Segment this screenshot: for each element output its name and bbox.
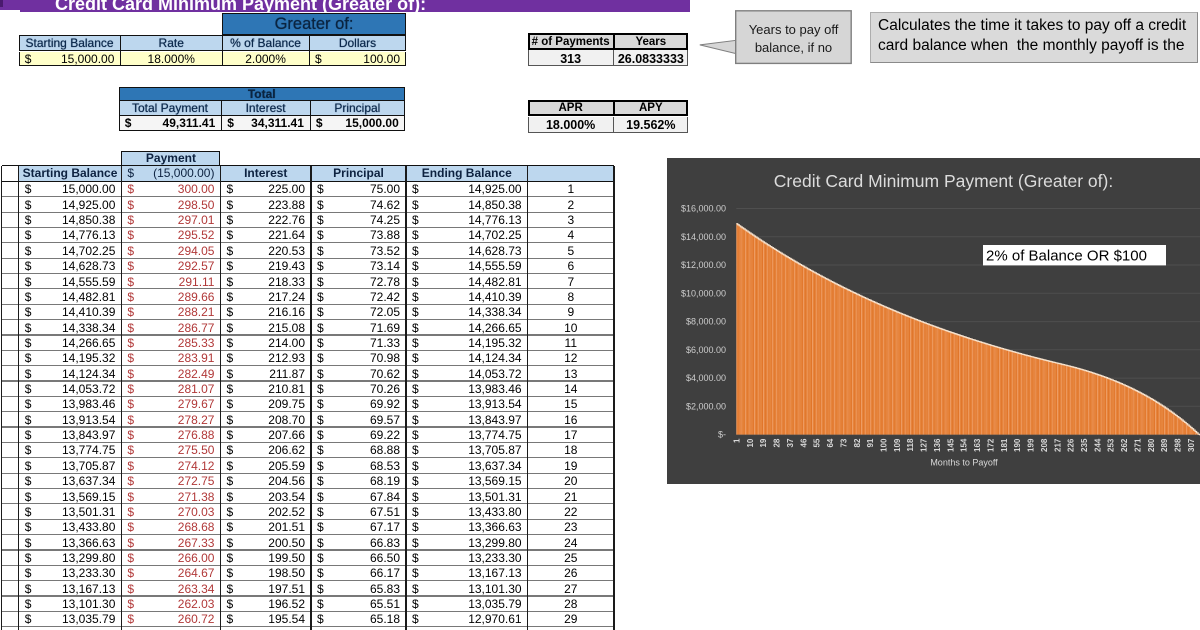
svg-text:136: 136: [933, 438, 942, 452]
svg-text:199: 199: [1027, 438, 1036, 452]
svg-text:307: 307: [1187, 438, 1196, 452]
svg-text:$2,000.00: $2,000.00: [686, 401, 726, 411]
svg-text:$10,000.00: $10,000.00: [681, 288, 726, 298]
svg-text:262: 262: [1120, 438, 1129, 452]
svg-text:109: 109: [893, 438, 902, 452]
svg-text:$12,000.00: $12,000.00: [681, 260, 726, 270]
svg-text:73: 73: [839, 438, 848, 447]
svg-text:298: 298: [1174, 438, 1183, 452]
svg-text:145: 145: [946, 438, 955, 452]
svg-text:Months to Payoff: Months to Payoff: [930, 458, 998, 468]
svg-text:$16,000.00: $16,000.00: [681, 204, 726, 214]
svg-text:46: 46: [799, 438, 808, 447]
svg-text:2% of Balance OR $100: 2% of Balance OR $100: [986, 248, 1147, 265]
svg-text:280: 280: [1147, 438, 1156, 452]
svg-text:244: 244: [1093, 438, 1102, 452]
svg-text:Credit Card Minimum Payment (G: Credit Card Minimum Payment (Greater of)…: [774, 171, 1113, 191]
svg-text:$14,000.00: $14,000.00: [681, 232, 726, 242]
svg-text:28: 28: [773, 438, 782, 447]
svg-text:91: 91: [866, 438, 875, 447]
svg-text:64: 64: [826, 438, 835, 447]
svg-text:$6,000.00: $6,000.00: [686, 345, 726, 355]
svg-text:208: 208: [1040, 438, 1049, 452]
svg-text:82: 82: [853, 438, 862, 447]
svg-text:154: 154: [960, 438, 969, 452]
svg-text:181: 181: [1000, 438, 1009, 452]
svg-text:100: 100: [880, 438, 889, 452]
svg-text:127: 127: [920, 438, 929, 452]
svg-text:271: 271: [1134, 438, 1143, 452]
svg-text:289: 289: [1160, 438, 1169, 452]
svg-text:226: 226: [1067, 438, 1076, 452]
svg-text:$8,000.00: $8,000.00: [686, 317, 726, 327]
svg-text:55: 55: [813, 438, 822, 447]
svg-text:$-: $-: [718, 430, 726, 440]
svg-text:10: 10: [746, 438, 755, 447]
svg-text:1: 1: [733, 438, 742, 443]
svg-text:37: 37: [786, 438, 795, 447]
svg-text:19: 19: [759, 438, 768, 447]
svg-text:118: 118: [906, 438, 915, 451]
svg-text:190: 190: [1013, 438, 1022, 452]
svg-text:$4,000.00: $4,000.00: [686, 373, 726, 383]
svg-text:172: 172: [986, 438, 995, 452]
svg-text:217: 217: [1053, 438, 1062, 452]
svg-text:163: 163: [973, 438, 982, 452]
svg-text:235: 235: [1080, 438, 1089, 452]
svg-text:253: 253: [1107, 438, 1116, 452]
